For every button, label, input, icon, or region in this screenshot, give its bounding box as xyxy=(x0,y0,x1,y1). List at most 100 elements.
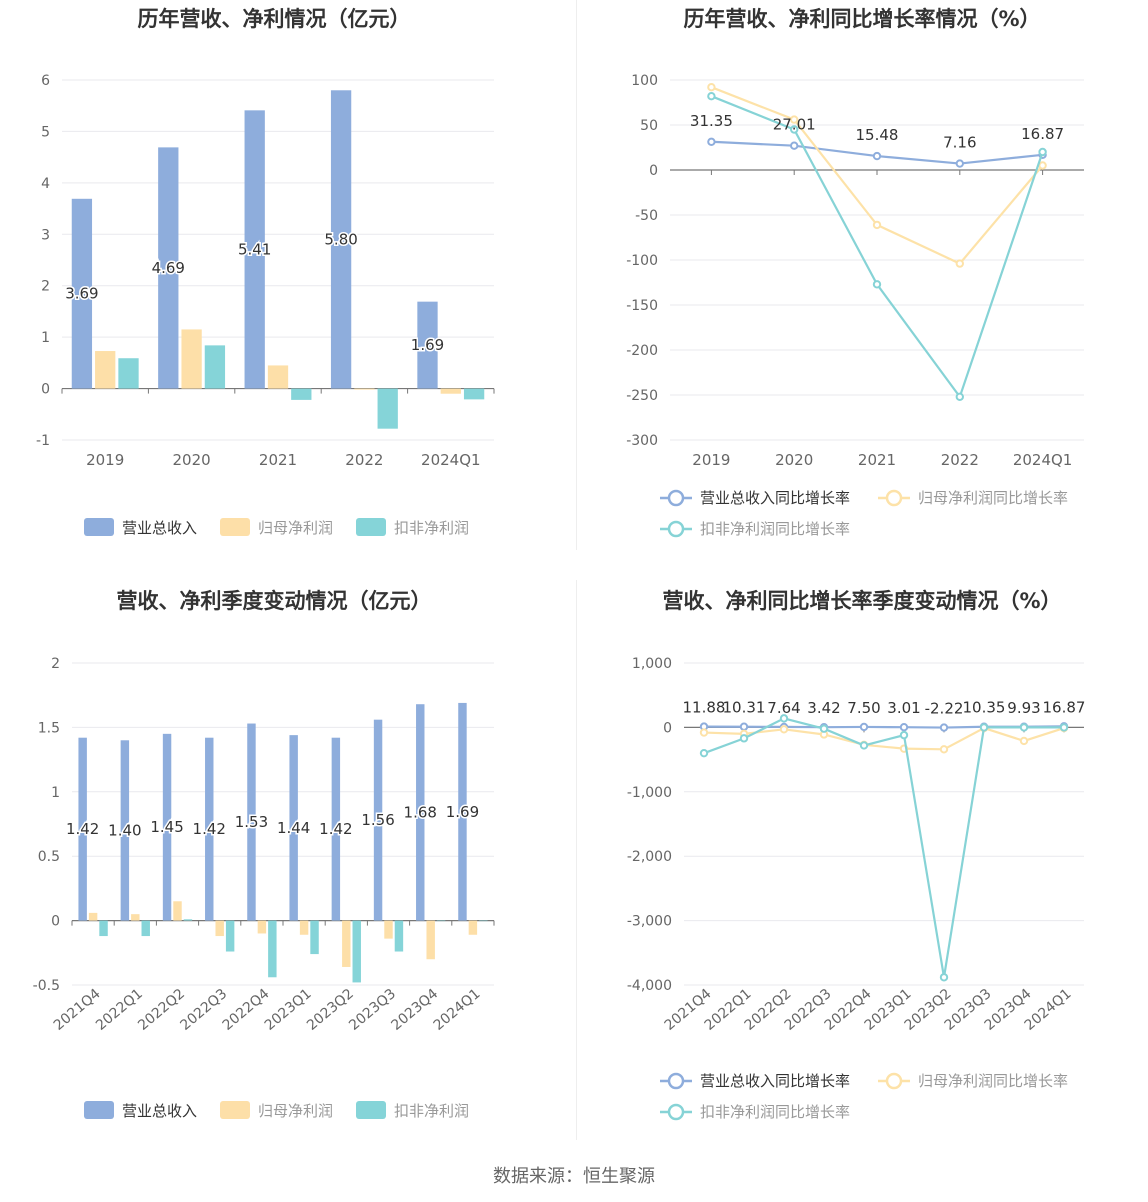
x-tick-label: 2023Q1 xyxy=(262,986,315,1034)
bar-归母净利润 xyxy=(342,920,351,967)
bar-营业总收入 xyxy=(417,301,438,389)
annual-amount-chart: 历年营收、净利情况（亿元） -1 0 1 2 3 4 5 6 2019 2020 2021 2022 20… xyxy=(36,7,495,537)
bar-归母净利润 xyxy=(267,365,289,389)
x-tick-label: 2022Q3 xyxy=(177,986,230,1034)
data-point-归母净利润同比增长率 xyxy=(779,725,789,734)
legend-marker xyxy=(885,489,903,507)
data-label: 1.53 xyxy=(235,813,268,831)
data-label: 5.80 xyxy=(324,230,357,248)
x-tick-label: 2022Q4 xyxy=(220,986,273,1034)
data-label: 1.42 xyxy=(66,820,99,838)
data-point-扣非净利润同比增长率 xyxy=(939,973,949,982)
legend-swatch xyxy=(84,518,114,536)
bar-营业总收入 xyxy=(120,740,130,921)
bar-营业总收入 xyxy=(244,110,265,389)
legend-label: 归母净利润同比增长率 xyxy=(918,489,1068,507)
data-label: 15.48 xyxy=(856,126,899,144)
series-line-归母净利润同比增长率 xyxy=(710,86,1044,265)
data-label: 31.35 xyxy=(690,112,733,130)
x-tick-label: 2023Q2 xyxy=(304,986,357,1034)
data-point-归母净利润同比增长率 xyxy=(939,745,949,754)
legend-marker xyxy=(667,520,685,538)
x-tick-label: 2023Q4 xyxy=(388,986,441,1034)
data-point-扣非净利润同比增长率 xyxy=(955,392,964,401)
bar-营业总收入 xyxy=(205,737,214,921)
data-label: 11.88 xyxy=(683,699,726,717)
data-label: 16.87 xyxy=(1021,125,1064,143)
bar-归母净利润 xyxy=(88,912,98,921)
bar-营业总收入 xyxy=(162,733,172,921)
y-tick-label: 1 xyxy=(51,785,60,801)
y-tick-label: 1 xyxy=(41,330,50,346)
legend-label: 扣非净利润同比增长率 xyxy=(700,520,850,538)
panel-divider xyxy=(576,0,577,550)
bar-扣非净利润 xyxy=(394,920,404,952)
y-tick-label: 100 xyxy=(631,73,658,89)
data-point-归母净利润同比增长率 xyxy=(1038,161,1047,170)
data-point-扣非净利润同比增长率 xyxy=(699,748,709,758)
series-line-归母净利润同比增长率 xyxy=(703,726,1065,751)
y-tick-label: -100 xyxy=(626,253,658,269)
x-tick-label: 2020 xyxy=(173,451,211,469)
x-tick-label: 2022Q1 xyxy=(93,986,146,1034)
data-point-扣非净利润同比增长率 xyxy=(790,125,799,134)
bar-归母净利润 xyxy=(257,920,267,934)
y-tick-label: 3 xyxy=(41,227,50,243)
data-label: 1.45 xyxy=(150,818,183,836)
x-tick-label: 2022 xyxy=(345,451,383,469)
bar-扣非净利润 xyxy=(118,358,139,389)
bar-扣非净利润 xyxy=(436,920,446,922)
y-tick-label: 0 xyxy=(649,163,658,179)
bar-营业总收入 xyxy=(331,737,341,921)
bar-营业总收入 xyxy=(78,737,87,921)
legend-label: 归母净利润 xyxy=(258,519,333,537)
legend-marker xyxy=(885,1072,903,1090)
legend-label: 扣非净利润 xyxy=(394,519,469,537)
data-point-归母净利润同比增长率 xyxy=(699,728,709,737)
x-tick-label: 2020 xyxy=(775,451,813,469)
legend-label: 营业总收入同比增长率 xyxy=(700,489,850,507)
y-tick-label: 4 xyxy=(41,176,50,192)
y-tick-label: 0 xyxy=(663,720,672,736)
bar-营业总收入 xyxy=(373,719,383,921)
bar-扣非净利润 xyxy=(377,388,398,429)
data-point-营业总收入同比增长率 xyxy=(939,723,949,732)
data-point-扣非净利润同比增长率 xyxy=(819,724,829,733)
data-label: 16.87 xyxy=(1043,698,1086,716)
x-tick-label: 2023Q3 xyxy=(346,986,399,1034)
bar-扣非净利润 xyxy=(99,920,108,937)
legend-marker xyxy=(667,1072,685,1090)
bar-扣非净利润 xyxy=(463,388,485,400)
x-tick-label: 2024Q1 xyxy=(421,451,481,469)
chart-panel-annual-amount: 历年营收、净利情况（亿元） -1 0 1 2 3 4 5 6 2019 2020 2021 2022 20… xyxy=(0,0,574,580)
bar-营业总收入 xyxy=(416,704,425,921)
bar-扣非净利润 xyxy=(183,919,193,921)
bar-扣非净利润 xyxy=(310,920,319,955)
bar-归母净利润 xyxy=(468,920,478,935)
legend-label: 营业总收入同比增长率 xyxy=(700,1072,850,1090)
legend-swatch xyxy=(84,1101,114,1119)
y-tick-label: 50 xyxy=(640,118,658,134)
bar-营业总收入 xyxy=(247,723,256,921)
y-tick-label: 6 xyxy=(41,73,50,89)
y-tick-label: 5 xyxy=(41,124,50,140)
data-point-归母净利润同比增长率 xyxy=(790,115,799,124)
y-tick-label: 1.5 xyxy=(38,720,60,736)
data-point-扣非净利润同比增长率 xyxy=(707,92,716,101)
data-label: 3.42 xyxy=(807,699,840,717)
chart-panel-annual-growth: 历年营收、净利同比增长率情况（%） -300 -250 -200 -150 -100 -50… xyxy=(576,0,1148,580)
data-point-营业总收入同比增长率 xyxy=(707,137,716,146)
data-label: 7.50 xyxy=(847,699,880,717)
bar-扣非净利润 xyxy=(291,388,312,400)
panel-divider xyxy=(576,580,577,1140)
legend-swatch xyxy=(356,1101,386,1119)
y-tick-label: 0.5 xyxy=(38,849,60,865)
bar-归母净利润 xyxy=(131,914,140,921)
data-label: 9.93 xyxy=(1007,699,1040,717)
legend-label: 归母净利润同比增长率 xyxy=(918,1072,1068,1090)
data-label: 27.01 xyxy=(773,116,816,134)
data-point-归母净利润同比增长率 xyxy=(955,259,964,268)
legend-label: 营业总收入 xyxy=(122,519,197,537)
legend-marker xyxy=(667,1103,685,1121)
x-tick-label: 2024Q1 xyxy=(1013,451,1073,469)
